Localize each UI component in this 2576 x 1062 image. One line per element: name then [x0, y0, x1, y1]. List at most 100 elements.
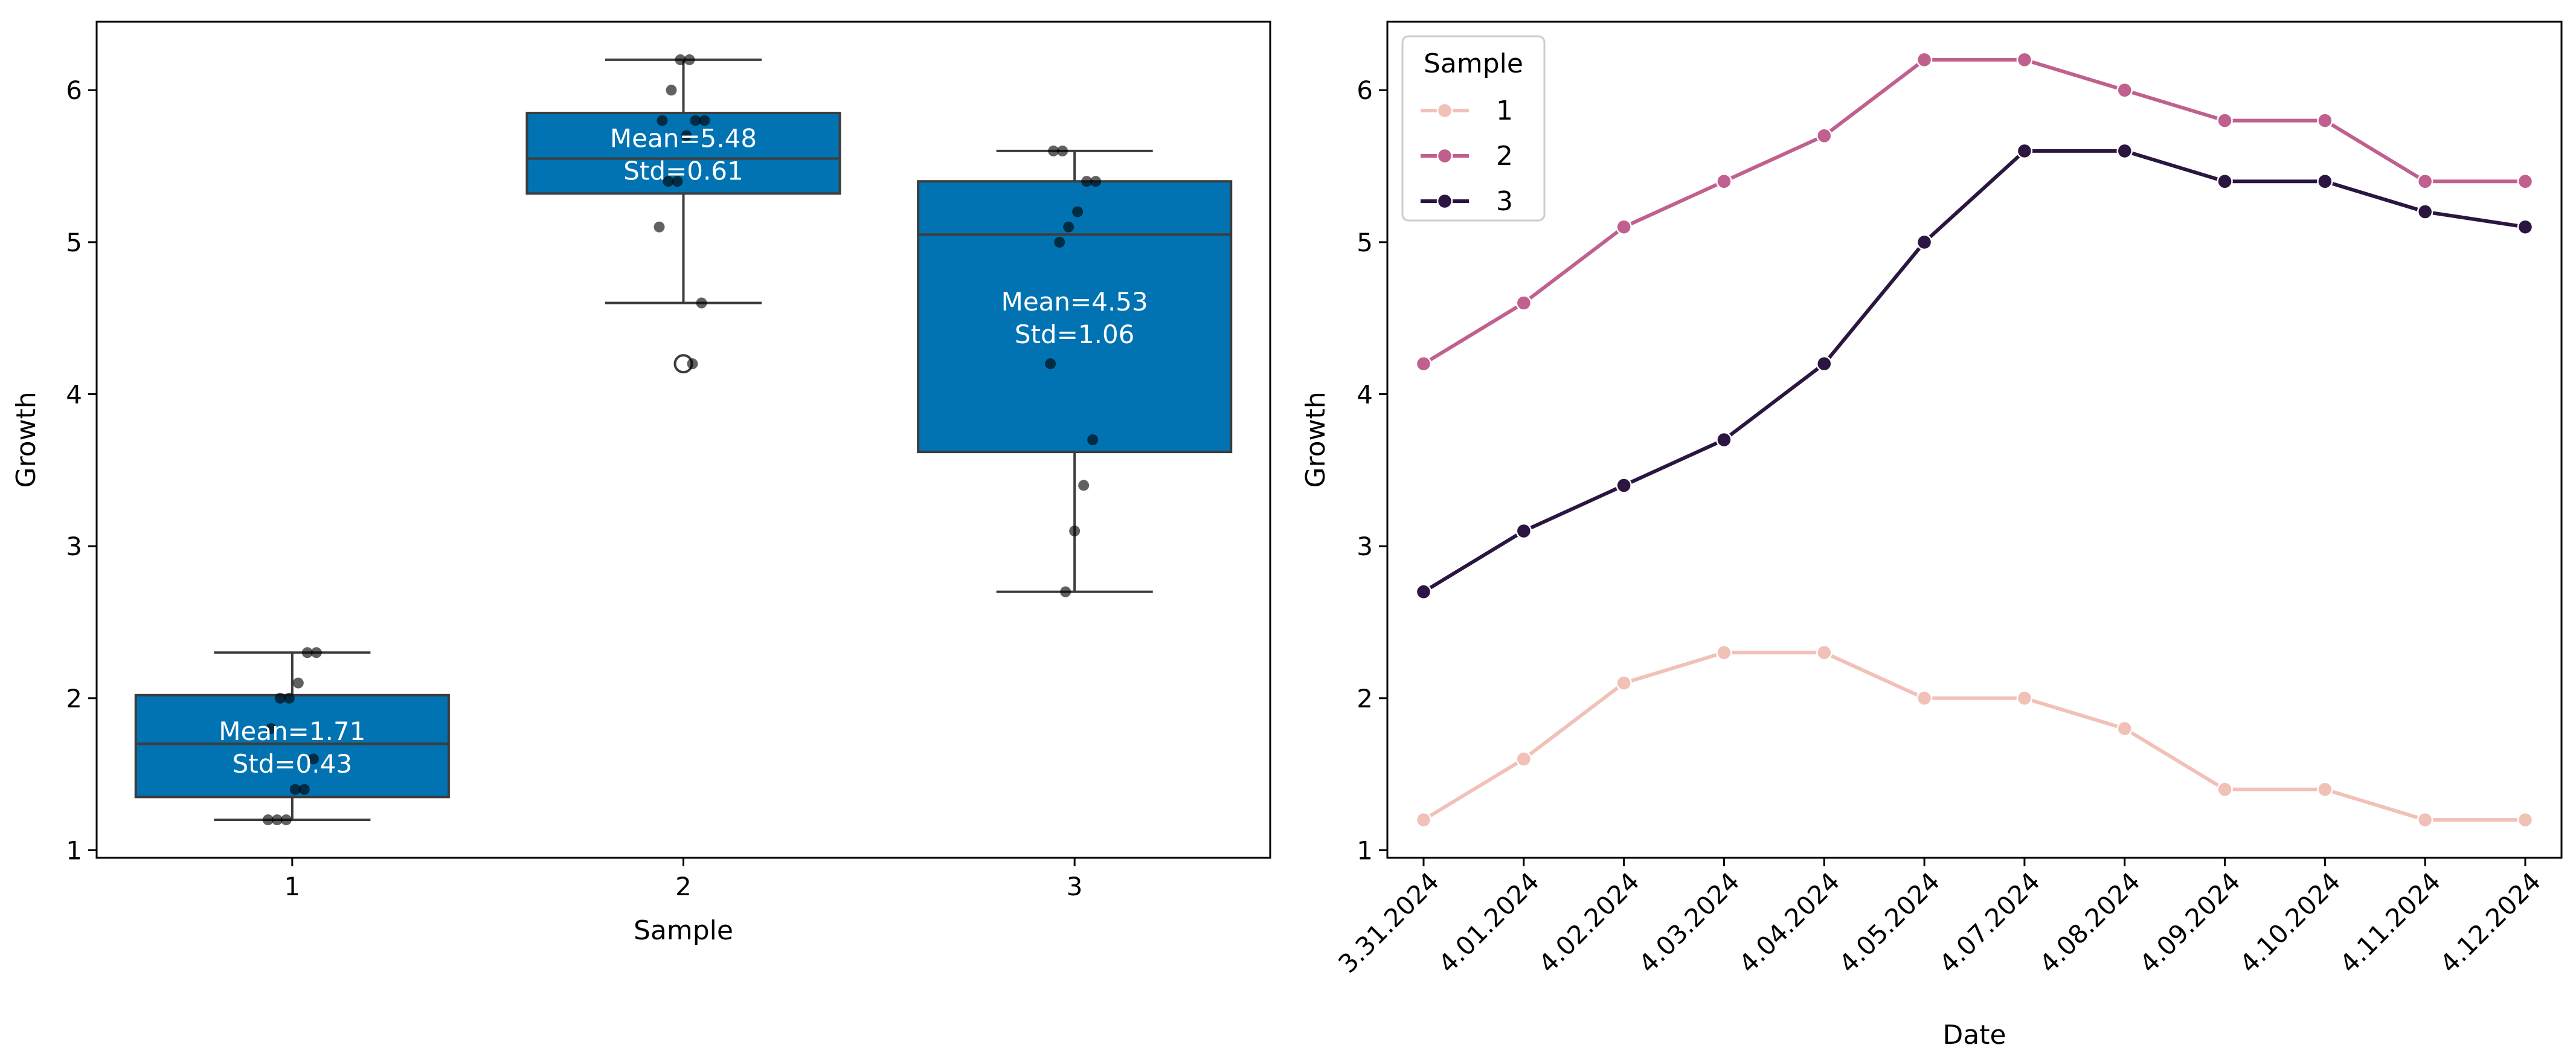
- y-tick-label: 5: [1357, 228, 1373, 257]
- strip-point: [1069, 525, 1081, 536]
- series-point: [1816, 355, 1832, 372]
- strip-point: [1072, 206, 1084, 217]
- series-point: [2317, 173, 2333, 190]
- boxplot-x-ticks: 1 2 3: [284, 858, 1083, 901]
- series-point: [1916, 234, 1933, 251]
- strip-point: [699, 115, 710, 126]
- series-point: [2116, 143, 2133, 159]
- iqr-box: [134, 694, 450, 799]
- iqr-box: [525, 111, 841, 195]
- y-tick-label: 4: [1357, 380, 1373, 410]
- series-point: [2417, 173, 2433, 190]
- linechart-legend: Sample 1 2 3: [1401, 35, 1546, 222]
- strip-point: [687, 358, 698, 370]
- series-point: [2517, 811, 2534, 828]
- series-1: [1415, 645, 2534, 828]
- strip-point: [289, 784, 301, 795]
- legend-box: [1401, 35, 1546, 222]
- strip-point: [1054, 236, 1065, 248]
- strip-point: [1090, 176, 1102, 187]
- y-tick-label: 3: [66, 532, 82, 561]
- legend-swatch-marker: [1436, 102, 1453, 119]
- y-tick-label: 2: [1357, 684, 1373, 713]
- strip-point: [292, 677, 304, 689]
- legend-swatch-marker: [1436, 193, 1453, 210]
- legend-label: 2: [1496, 141, 1513, 172]
- series-point: [1616, 675, 1632, 691]
- series-line: [1422, 651, 2525, 822]
- strip-point: [654, 221, 665, 233]
- box-annotation-line: Mean=5.48: [610, 124, 757, 153]
- legend-entry-3: 3: [1421, 186, 1513, 217]
- y-tick-label: 4: [66, 380, 82, 410]
- strip-point: [310, 647, 322, 658]
- box-1: [134, 651, 450, 822]
- strip-point: [1057, 145, 1068, 156]
- y-tick-label: 1: [1357, 835, 1373, 865]
- boxplot-y-axis-label: Growth: [11, 391, 42, 488]
- strip-point: [696, 297, 707, 309]
- strip-point: [672, 176, 683, 187]
- boxplot-y-ticks: 1 2 3 4 5 6: [66, 76, 97, 865]
- series-point: [1515, 751, 1532, 767]
- strip-point: [283, 692, 295, 704]
- series-point: [2517, 173, 2534, 190]
- series-point: [2116, 720, 2133, 737]
- legend-title: Sample: [1424, 48, 1523, 79]
- y-tick-label: 3: [1357, 532, 1373, 561]
- series-point: [2317, 781, 2333, 798]
- strip-point: [1048, 145, 1059, 156]
- strip-point: [675, 54, 686, 65]
- box-annotation-line: Mean=4.53: [1001, 287, 1148, 317]
- series-point: [2517, 219, 2534, 235]
- linechart-x-axis-label: Date: [1942, 1020, 2006, 1051]
- series-point: [1515, 523, 1532, 539]
- series-point: [1515, 295, 1532, 311]
- y-tick-label: 1: [66, 835, 82, 865]
- series-point: [1816, 127, 1832, 144]
- series-point: [2016, 143, 2033, 159]
- series-point: [2116, 82, 2133, 98]
- strip-point: [663, 176, 674, 187]
- series-point: [2317, 112, 2333, 129]
- legend-entry-2: 2: [1421, 141, 1513, 172]
- linechart-axes-frame: [1386, 21, 2563, 859]
- strip-point: [274, 692, 286, 704]
- y-tick-label: 6: [66, 76, 82, 105]
- iqr-box: [917, 180, 1233, 454]
- strip-point: [1063, 221, 1074, 233]
- strip-point: [307, 753, 319, 765]
- strip-point: [1081, 176, 1093, 187]
- box-annotation-line: Std=0.43: [233, 749, 353, 779]
- strip-point: [265, 723, 277, 735]
- boxplot-x-axis-label: Sample: [634, 915, 733, 946]
- box-annotation-line: Std=0.61: [623, 156, 744, 186]
- y-tick-label: 2: [66, 684, 82, 713]
- strip-point: [298, 784, 310, 795]
- series-point: [1816, 645, 1832, 661]
- legend-entry-1: 1: [1421, 95, 1513, 126]
- series-point: [2417, 811, 2433, 828]
- series-point: [1716, 173, 1732, 190]
- legend-label: 1: [1496, 95, 1513, 126]
- strip-point: [684, 54, 695, 65]
- series-point: [1916, 690, 1933, 707]
- series-line: [1422, 149, 2526, 594]
- legend-swatch-marker: [1436, 147, 1453, 164]
- legend-label: 3: [1496, 186, 1513, 217]
- strip-point: [1078, 480, 1090, 491]
- x-tick-label: 2: [675, 872, 692, 901]
- x-tick-label: 1: [284, 872, 300, 901]
- series-point: [1616, 219, 1632, 235]
- strip-point: [262, 814, 274, 826]
- boxplot-points: [262, 54, 1102, 826]
- box-3: [917, 149, 1233, 593]
- series-line: [1422, 57, 2525, 365]
- series-point: [1415, 584, 1432, 600]
- series-3: [1415, 143, 2534, 600]
- series-point: [1616, 477, 1632, 494]
- series-point: [1415, 811, 1432, 828]
- series-2: [1415, 51, 2534, 372]
